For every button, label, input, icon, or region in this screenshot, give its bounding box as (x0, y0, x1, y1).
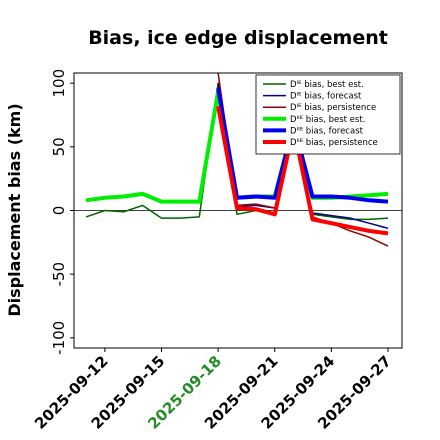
legend-label-3: Dᴵᴵᴱ bias, best est. (290, 115, 365, 125)
x-ticks: 2025-09-122025-09-152025-09-182025-09-21… (31, 348, 395, 433)
legend-label-1: Dᴵᴱ bias, forecast (290, 92, 362, 102)
series-layer (85, 72, 389, 247)
legend-label-5: Dᴵᴵᴱ bias, persistence (290, 138, 378, 148)
y-tick-label: -50 (50, 262, 68, 287)
y-tick-label: 50 (50, 137, 68, 156)
legend-label-4: Dᴵᴵᴱ bias, forecast (290, 126, 364, 136)
legend-label-2: Dᴵᴱ bias, persistence (290, 103, 376, 113)
series-line-0 (85, 82, 389, 221)
y-tick-label: -100 (50, 321, 68, 355)
legend-label-0: Dᴵᴱ bias, best est. (290, 80, 364, 90)
series-line-5 (216, 105, 389, 236)
y-ticks: -100 -50 0 50 100 (50, 69, 74, 355)
series-line-4 (216, 87, 389, 204)
y-tick-label: 100 (50, 69, 68, 98)
y-tick-label: 0 (50, 206, 68, 216)
legend: Dᴵᴱ bias, best est. Dᴵᴱ bias, forecastDᴵᴱ… (255, 74, 401, 155)
y-axis-label: Displacement bias (km) (5, 103, 24, 316)
chart-title: Bias, ice edge displacement (88, 27, 388, 49)
